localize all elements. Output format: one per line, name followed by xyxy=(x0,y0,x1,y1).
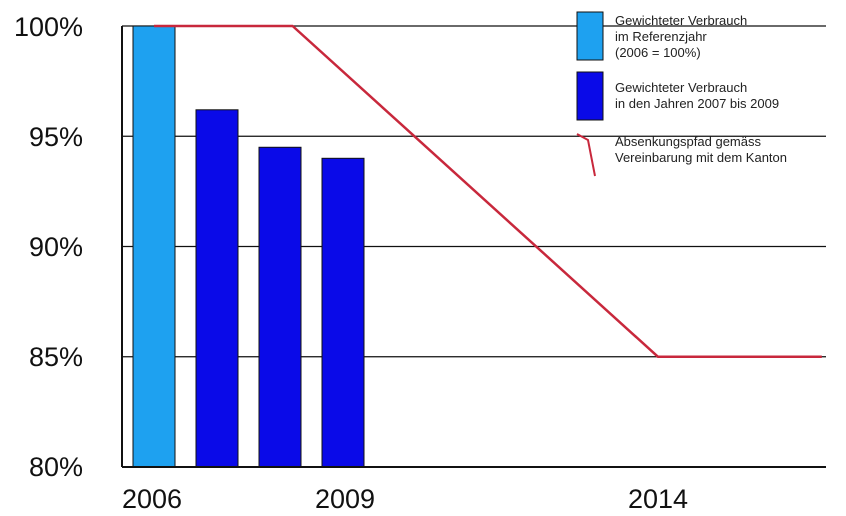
axes xyxy=(121,26,826,468)
legend: Gewichteter Verbrauch im Referenzjahr (2… xyxy=(576,11,787,177)
legend-label-path: Absenkungspfad gemäss Vereinbarung mit d… xyxy=(615,134,787,165)
legend-line: Absenkungspfad gemäss xyxy=(615,134,761,149)
legend-line: (2006 = 100%) xyxy=(615,45,701,60)
legend-line: in den Jahren 2007 bis 2009 xyxy=(615,96,779,111)
bar-2006 xyxy=(132,25,176,468)
legend-line: Gewichteter Verbrauch xyxy=(615,13,747,28)
y-tick-label: 80% xyxy=(29,452,83,482)
legend-swatch-actual xyxy=(576,71,604,121)
x-tick-labels: 2006 2009 2014 xyxy=(122,484,688,514)
x-tick-label: 2009 xyxy=(315,484,375,514)
legend-line: Vereinbarung mit dem Kanton xyxy=(615,150,787,165)
reduction-path-line xyxy=(154,24,822,359)
bar-2009 xyxy=(321,157,365,468)
y-tick-label: 100% xyxy=(14,12,83,42)
legend-swatch-reference xyxy=(576,11,604,61)
y-tick-label: 90% xyxy=(29,232,83,262)
legend-line: im Referenzjahr xyxy=(615,29,707,44)
y-tick-label: 95% xyxy=(29,122,83,152)
legend-line: Gewichteter Verbrauch xyxy=(615,80,747,95)
y-tick-label: 85% xyxy=(29,342,83,372)
legend-label-reference: Gewichteter Verbrauch im Referenzjahr (2… xyxy=(615,13,751,60)
reduction-path xyxy=(154,24,822,359)
y-tick-labels: 100% 95% 90% 85% 80% xyxy=(14,12,83,482)
legend-swatch-path xyxy=(576,133,596,177)
x-tick-label: 2006 xyxy=(122,484,182,514)
bar-2007 xyxy=(195,109,239,468)
legend-label-actual: Gewichteter Verbrauch in den Jahren 2007… xyxy=(615,80,779,111)
x-tick-label: 2014 xyxy=(628,484,688,514)
bar-2008 xyxy=(258,146,302,468)
